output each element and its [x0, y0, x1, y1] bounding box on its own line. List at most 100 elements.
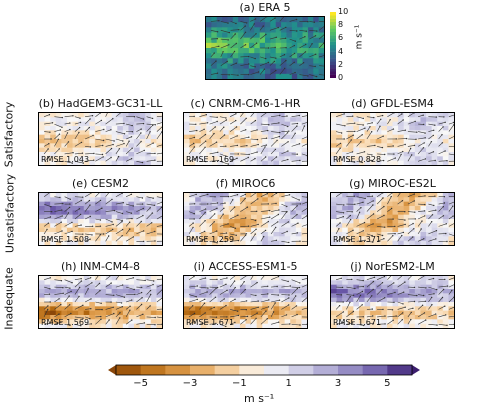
map-cell [381, 323, 388, 328]
wind-vector-head [47, 148, 49, 150]
wind-vector [229, 135, 238, 140]
wind-vector [428, 293, 435, 295]
wind-vector [438, 289, 444, 295]
wind-vector-head [412, 222, 414, 225]
map-cell [223, 236, 230, 242]
wind-vector [210, 30, 218, 33]
map-cell [234, 117, 241, 123]
map-cell [448, 323, 454, 328]
wind-vector-head [87, 288, 89, 290]
wind-vector-head [140, 303, 143, 306]
map-cell [72, 147, 79, 153]
map-cell [189, 227, 196, 233]
map-cell [156, 214, 162, 220]
map-cell [301, 143, 307, 149]
wind-vector [260, 293, 268, 295]
map-cell [279, 197, 286, 203]
map-cell [234, 310, 241, 316]
map-cell [211, 27, 218, 34]
map-cell [301, 197, 307, 203]
map-cell [431, 302, 438, 307]
wind-vector-head [401, 234, 403, 237]
map-cell [195, 134, 202, 140]
map-cell [206, 323, 213, 328]
wind-vector [230, 194, 238, 197]
wind-vector-head [276, 139, 278, 142]
wind-vector [189, 137, 195, 140]
map-cell [256, 232, 263, 237]
wind-vector-head [257, 143, 259, 146]
map-cell [89, 139, 96, 144]
map-cell [347, 236, 354, 242]
wind-vector [250, 144, 259, 147]
wind-vector [250, 218, 256, 221]
wind-vector [291, 286, 300, 288]
map-cell [301, 156, 307, 162]
wind-vector-head [196, 285, 198, 287]
map-cell [358, 227, 366, 233]
map-cell [66, 210, 74, 216]
wind-vector [336, 123, 345, 127]
map-cell [358, 130, 366, 136]
wind-vector-head [277, 276, 280, 278]
map-cell [189, 276, 196, 281]
wind-vector [250, 113, 255, 117]
map-cell [347, 227, 354, 233]
wind-vector-head [256, 312, 258, 314]
map-cell [89, 201, 96, 207]
map-cell [262, 113, 269, 118]
map-cell [145, 160, 152, 165]
wind-vector-head [299, 324, 301, 326]
map-cell [448, 197, 454, 203]
map-cell [403, 214, 410, 220]
wind-vector [219, 214, 224, 220]
map-cell [398, 323, 405, 328]
wind-vector [260, 299, 269, 303]
colorbar-segment [387, 365, 413, 375]
rmse-label: RMSE 1.671 [333, 318, 382, 327]
map-cell [217, 232, 224, 237]
colorbar-segment [239, 365, 265, 375]
map-cell [297, 73, 304, 79]
wind-vector-head [123, 142, 125, 145]
wind-vector-head [227, 223, 229, 225]
wind-vector [346, 322, 353, 325]
wind-vector [366, 289, 374, 295]
wind-vector-head [141, 203, 144, 205]
row-label-inadequate: Inadequate [2, 267, 16, 330]
wind-vector-head [121, 220, 123, 223]
map-cell [295, 147, 303, 153]
era5-colorbar-tick: 6 [338, 33, 344, 43]
map-cell [301, 210, 307, 216]
wind-vector [43, 309, 48, 318]
map-cell [89, 276, 96, 281]
wind-vector-head [351, 151, 354, 153]
wind-vector [270, 193, 277, 197]
map-cell [195, 139, 202, 144]
coastline [378, 316, 454, 324]
map-cell [211, 323, 219, 328]
map-cell [206, 315, 213, 320]
wind-vector [407, 301, 415, 303]
map-cell [392, 293, 399, 299]
map-cell [295, 319, 303, 325]
map-cell [301, 201, 307, 207]
map-cell [256, 223, 263, 229]
map-cell [55, 126, 62, 131]
map-cell [409, 197, 416, 203]
wind-vector-head [214, 296, 217, 298]
wind-vector [291, 143, 300, 147]
map-cell [217, 219, 224, 224]
wind-vector-head [423, 312, 426, 314]
map-cell [222, 58, 229, 65]
wind-vector-head [216, 286, 219, 289]
map-cell [342, 302, 349, 307]
map-cell [44, 323, 51, 328]
map-cell [156, 210, 162, 216]
map-cell [145, 130, 152, 136]
bias-map: RMSE 1.043 [38, 112, 163, 166]
map-cell [386, 315, 394, 320]
map-cell [290, 130, 297, 136]
wind-vector [271, 136, 280, 140]
map-cell [386, 319, 394, 325]
